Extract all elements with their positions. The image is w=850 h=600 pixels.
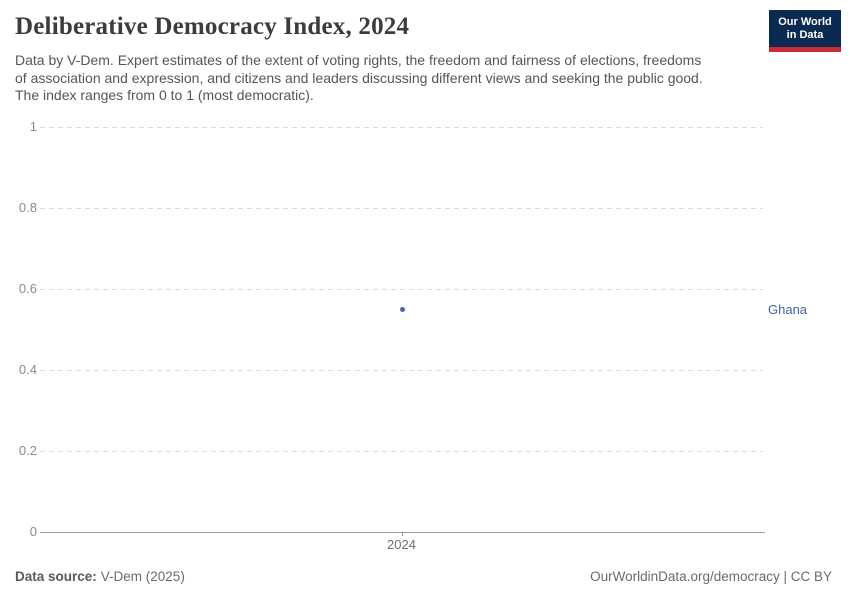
- footer-source: Data source: V-Dem (2025): [15, 569, 185, 584]
- owid-logo-line1: Our World: [778, 15, 832, 28]
- y-tick-label: 0: [29, 524, 37, 539]
- x-tick-label: 2024: [387, 537, 416, 552]
- footer-credit: OurWorldinData.org/democracy | CC BY: [590, 569, 832, 584]
- y-tick-label: 0.6: [18, 281, 37, 296]
- gridline: [40, 208, 763, 209]
- data-point-ghana[interactable]: [399, 306, 405, 312]
- entity-label-ghana[interactable]: Ghana: [768, 302, 808, 318]
- owid-logo: Our World in Data: [769, 10, 841, 52]
- x-tick-mark: [401, 532, 403, 536]
- y-tick-label: 0.4: [18, 362, 37, 377]
- y-tick-label: 0.2: [18, 443, 37, 458]
- chart-subtitle-line: Data by V-Dem. Expert estimates of the e…: [15, 52, 702, 68]
- chart-subtitle: Data by V-Dem. Expert estimates of the e…: [15, 52, 775, 105]
- x-axis-line: [40, 532, 765, 533]
- chart-subtitle-line: of association and expression, and citiz…: [15, 69, 703, 86]
- gridline: [40, 127, 763, 128]
- chart-subtitle-line: The index ranges from 0 to 1 (most democ…: [15, 87, 314, 104]
- gridline: [40, 370, 763, 371]
- gridline: [40, 451, 763, 452]
- page-title: Deliberative Democracy Index, 2024: [15, 13, 410, 40]
- owid-logo-line2: in Data: [786, 28, 824, 41]
- footer-source-value: V-Dem (2025): [100, 569, 185, 584]
- gridline: [40, 289, 763, 290]
- y-tick-label: 1: [29, 119, 37, 134]
- y-tick-label: 0.8: [18, 200, 37, 215]
- footer-source-label: Data source:: [15, 569, 97, 584]
